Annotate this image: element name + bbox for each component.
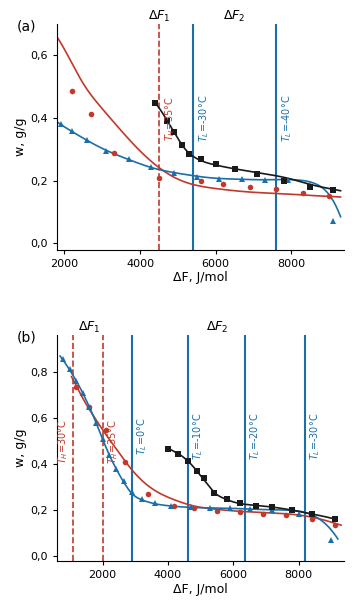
X-axis label: ΔF, J/mol: ΔF, J/mol (173, 582, 228, 596)
Text: $T_L$=-30°C: $T_L$=-30°C (197, 95, 211, 142)
Text: $\Delta F_2$: $\Delta F_2$ (206, 320, 228, 335)
Text: $T_H$=35°C: $T_H$=35°C (106, 418, 120, 464)
X-axis label: ΔF, J/mol: ΔF, J/mol (173, 271, 228, 285)
Text: $\Delta F_1$: $\Delta F_1$ (78, 320, 101, 335)
Text: (a): (a) (17, 20, 36, 34)
Text: $T_L$=-30°C: $T_L$=-30°C (308, 413, 322, 460)
Text: $T_L$=-20°C: $T_L$=-20°C (248, 413, 262, 460)
Text: $\Delta F_2$: $\Delta F_2$ (223, 9, 246, 24)
Y-axis label: w, g/g: w, g/g (14, 118, 27, 156)
Text: $\Delta F_1$: $\Delta F_1$ (148, 9, 170, 24)
Text: $T_H$=30°C: $T_H$=30°C (56, 418, 70, 464)
Text: $T_L$=-40°C: $T_L$=-40°C (280, 95, 294, 142)
Text: (b): (b) (17, 331, 36, 345)
Text: $T_L$=0°C: $T_L$=0°C (135, 418, 149, 455)
Y-axis label: w, g/g: w, g/g (14, 429, 27, 467)
Text: $T_H$=35°C: $T_H$=35°C (164, 95, 177, 140)
Text: $T_L$=-10°C: $T_L$=-10°C (191, 413, 204, 460)
